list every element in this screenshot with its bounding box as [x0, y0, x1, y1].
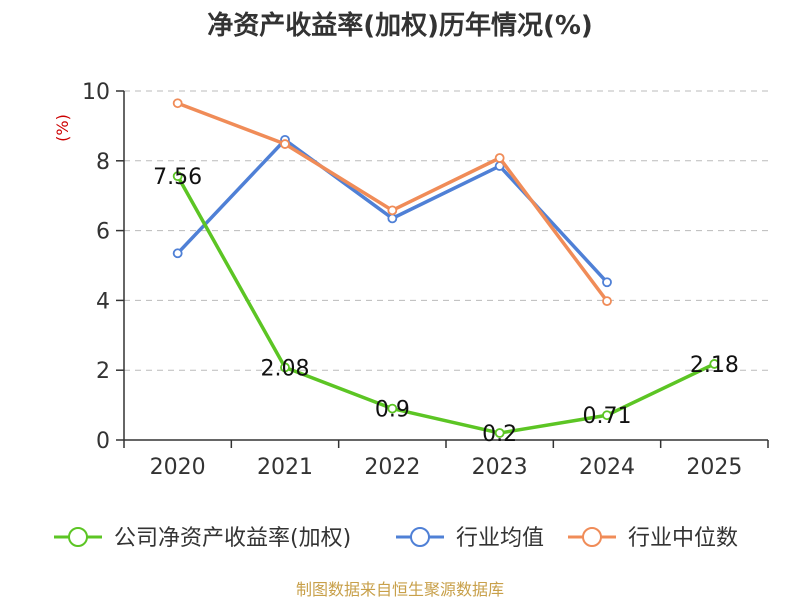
- x-tick-label-2024: 2024: [579, 455, 635, 480]
- y-tick-label: 6: [96, 220, 110, 245]
- data-label-2022: 0.9: [375, 398, 410, 423]
- data-label-2020: 7.56: [153, 165, 202, 190]
- series-0-point-2022[interactable]: [387, 403, 398, 414]
- series-2-point-2023[interactable]: [494, 153, 505, 163]
- legend-label: 行业中位数: [628, 526, 738, 551]
- series-line-2: [177, 101, 609, 303]
- series-2-point-2020[interactable]: [172, 98, 183, 109]
- series-0-point-2020[interactable]: [172, 171, 183, 182]
- legend-swatch-marker: [68, 527, 88, 547]
- series-group: [172, 98, 720, 438]
- data-labels: 7.56 2.08 0.9 0.2 0.71 2.18: [153, 165, 739, 447]
- y-tick-label: 4: [96, 289, 110, 314]
- data-label-2023: 0.2: [482, 422, 517, 447]
- legend-item-1[interactable]: 行业均值: [396, 526, 544, 551]
- x-tick-label-2023: 2023: [472, 455, 528, 480]
- series-1-point-2024[interactable]: [602, 277, 612, 288]
- series-0-point-2024[interactable]: [602, 410, 612, 421]
- legend-label: 行业均值: [456, 526, 544, 551]
- legend-item-2[interactable]: 行业中位数: [568, 526, 738, 551]
- series-0-point-2023[interactable]: [494, 428, 505, 438]
- y-tick-label: 2: [96, 359, 110, 384]
- data-label-2025: 2.18: [690, 353, 739, 378]
- series-2-point-2021[interactable]: [280, 139, 290, 149]
- data-label-2024: 0.71: [583, 404, 632, 429]
- series-0-point-2025[interactable]: [709, 359, 720, 369]
- legend-swatch-marker: [582, 527, 602, 547]
- series-2-point-2022[interactable]: [387, 205, 398, 216]
- y-tick-label: 0: [96, 429, 110, 454]
- series-1-point-2022[interactable]: [387, 213, 398, 224]
- y-axis-unit: (%): [53, 114, 72, 142]
- legend-label: 公司净资产收益率(加权): [114, 526, 351, 551]
- legend[interactable]: 公司净资产收益率(加权) 行业均值 行业中位数: [54, 526, 738, 551]
- legend-swatch-marker: [410, 527, 430, 547]
- x-tick-label-2020: 2020: [150, 455, 206, 480]
- data-source-note: 制图数据来自恒生聚源数据库: [296, 580, 504, 599]
- legend-item-0[interactable]: 公司净资产收益率(加权): [54, 526, 351, 551]
- axes: 0 2 4 6 8 10 2020 2021 2022 2023 2024 2025: [82, 80, 769, 480]
- x-tick-label-2021: 2021: [257, 455, 313, 480]
- series-1-point-2020[interactable]: [172, 248, 183, 259]
- series-line-0: [176, 175, 716, 435]
- series-2-point-2024[interactable]: [602, 296, 612, 306]
- y-tick-label: 10: [82, 80, 110, 105]
- chart-title: 净资产收益率(加权)历年情况(%): [207, 10, 593, 41]
- series-0-point-2021[interactable]: [280, 362, 290, 373]
- y-tick-label: 8: [96, 150, 110, 175]
- grid-lines: [124, 90, 768, 371]
- data-label-2021: 2.08: [261, 356, 310, 381]
- x-tick-label-2025: 2025: [686, 455, 742, 480]
- x-tick-label-2022: 2022: [364, 455, 420, 480]
